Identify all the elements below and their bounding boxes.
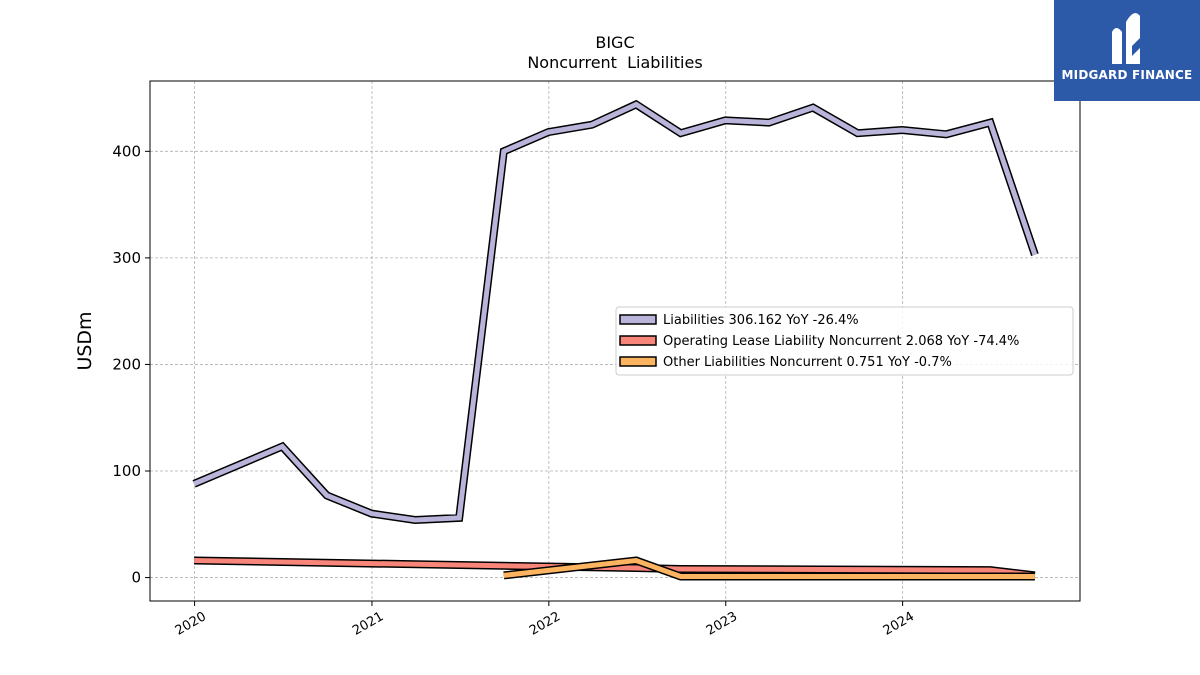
y-axis-label: USDm — [74, 311, 96, 370]
logo-text: MIDGARD FINANCE — [1061, 68, 1193, 82]
y-tick-label: 0 — [131, 569, 141, 587]
y-axis-ticks: 0 100 200 300 400 — [112, 142, 150, 587]
legend-label: Operating Lease Liability Noncurrent 2.0… — [663, 334, 1019, 349]
legend-box — [615, 306, 1074, 376]
y-tick-label: 200 — [112, 355, 141, 373]
series-lines — [192, 99, 1039, 581]
series-1 — [192, 99, 1039, 525]
legend-label: Other Liabilities Noncurrent 0.751 YoY -… — [663, 355, 952, 370]
plot-frame — [149, 80, 1081, 602]
series-line — [193, 101, 1038, 523]
series-2 — [194, 556, 1036, 580]
legend-swatch — [619, 314, 657, 325]
series-3 — [503, 556, 1035, 581]
y-tick-label: 100 — [112, 462, 141, 480]
legend-swatch — [619, 335, 657, 346]
legend-swatch — [619, 356, 657, 367]
series-line — [194, 558, 1036, 578]
chart-title: BIGC — [595, 33, 634, 52]
x-tick-label: 2020 — [173, 609, 209, 639]
legend-label: Liabilities 306.162 YoY -26.4% — [663, 313, 859, 328]
x-tick-label: 2022 — [527, 609, 563, 639]
x-tick-label: 2024 — [881, 609, 917, 639]
logo: MIDGARD FINANCE — [1054, 0, 1200, 101]
chart-subtitle: Noncurrent Liabilities — [527, 53, 702, 72]
x-tick-label: 2021 — [350, 609, 386, 639]
logo-mark-icon — [1112, 13, 1150, 65]
y-tick-label: 400 — [112, 142, 141, 160]
y-tick-label: 300 — [112, 249, 141, 267]
x-axis-ticks: 2020 2021 2022 2023 2024 — [173, 601, 917, 639]
series-line — [503, 557, 1035, 579]
legend: Liabilities 306.162 YoY -26.4% Operating … — [615, 306, 1074, 376]
x-tick-label: 2023 — [704, 609, 740, 639]
